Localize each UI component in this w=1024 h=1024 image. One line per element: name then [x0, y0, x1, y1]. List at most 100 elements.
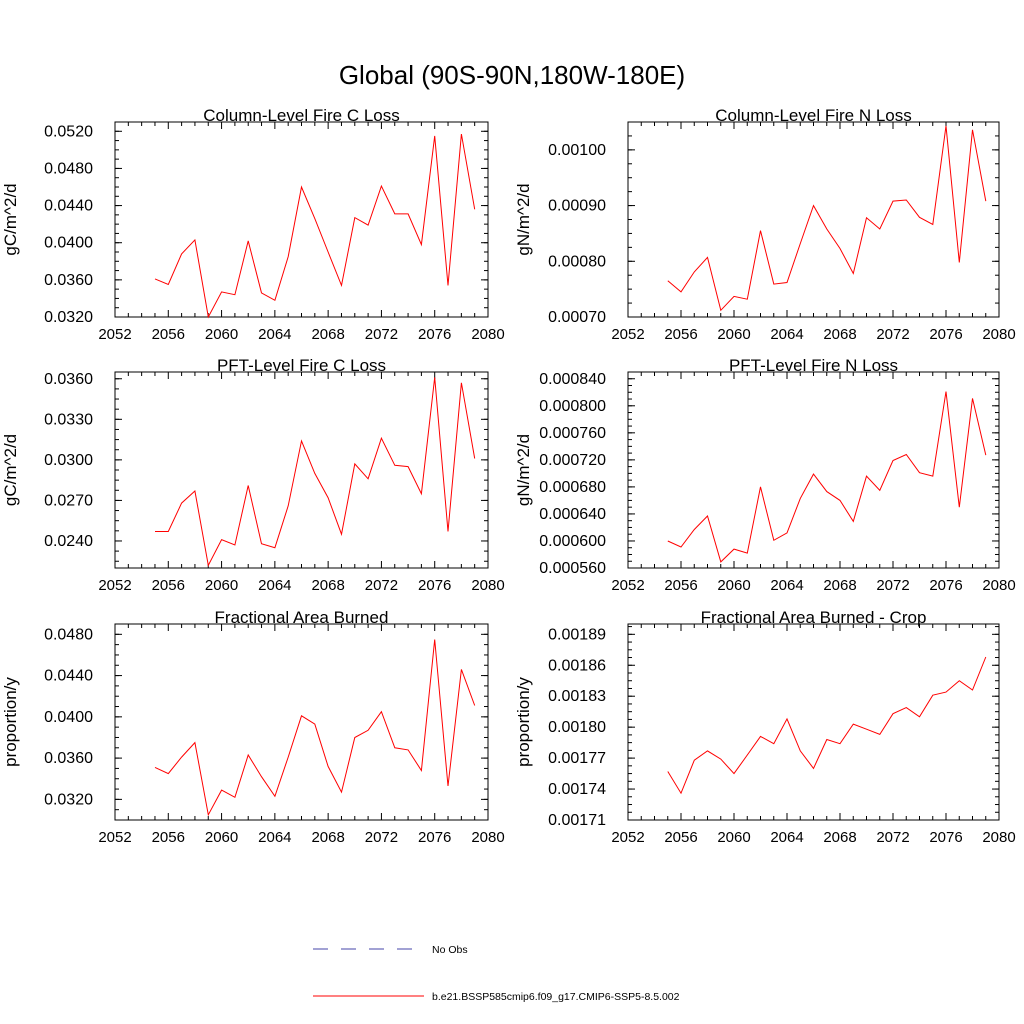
x-tick-label: 2056 [152, 326, 185, 343]
series-line [667, 391, 987, 563]
plot-frame [114, 623, 489, 821]
x-tick-label: 2064 [770, 829, 803, 846]
y-tick-label: 0.000600 [539, 533, 606, 550]
panel-2: Column-Level Fire N Loss gN/m^2/d 2052 2056… [514, 106, 1016, 343]
x-tick-label: 2068 [311, 577, 344, 594]
x-tick-label: 2060 [717, 577, 750, 594]
y-axis-label: proportion/y [514, 677, 533, 767]
y-tick-label: 0.00189 [548, 626, 606, 643]
x-tick-label: 2072 [876, 577, 909, 594]
series-line [667, 656, 987, 795]
y-tick-label: 0.0400 [44, 709, 93, 726]
plot-frame [627, 371, 1000, 569]
y-tick-label: 0.0270 [44, 492, 93, 509]
y-tick-label: 0.0300 [44, 452, 93, 469]
x-tick-label: 2052 [98, 577, 131, 594]
panel-4: PFT-Level Fire N Loss gN/m^2/d 2052 2056 206… [514, 356, 1016, 594]
x-tick-label: 2056 [664, 326, 697, 343]
x-tick-label: 2056 [664, 829, 697, 846]
y-tick-label: 0.0330 [44, 411, 93, 428]
panel-title: Column-Level Fire N Loss [715, 106, 912, 125]
x-tick-label: 2076 [418, 829, 451, 846]
y-tick-label: 0.00171 [548, 812, 606, 829]
x-tick-label: 2052 [98, 829, 131, 846]
y-axis-label: proportion/y [1, 677, 20, 767]
x-tick-label: 2080 [982, 577, 1015, 594]
x-tick-label: 2076 [929, 326, 962, 343]
y-axis-label: gC/m^2/d [1, 434, 20, 506]
y-tick-label: 0.0360 [44, 750, 93, 767]
panel-1: Column-Level Fire C Loss gC/m^2/d 2052 2056… [1, 106, 505, 343]
x-tick-label: 2072 [365, 326, 398, 343]
y-tick-label: 0.000680 [539, 479, 606, 496]
x-tick-label: 2076 [418, 326, 451, 343]
y-axis-label: gC/m^2/d [1, 183, 20, 255]
x-tick-label: 2060 [205, 326, 238, 343]
y-tick-label: 0.00100 [548, 142, 606, 159]
x-tick-label: 2056 [152, 577, 185, 594]
y-tick-label: 0.0480 [44, 626, 93, 643]
plot-frame [114, 121, 489, 318]
panel-title: PFT-Level Fire N Loss [729, 356, 898, 375]
x-tick-label: 2052 [98, 326, 131, 343]
y-tick-label: 0.00180 [548, 719, 606, 736]
x-tick-label: 2080 [471, 326, 504, 343]
y-tick-label: 0.0400 [44, 235, 93, 252]
y-tick-label: 0.0440 [44, 668, 93, 685]
series-line [154, 134, 476, 319]
panel-title: Fractional Area Burned [215, 608, 389, 627]
x-tick-label: 2056 [152, 829, 185, 846]
panels-group: Column-Level Fire C Loss gC/m^2/d 2052 2056… [1, 106, 1016, 846]
y-tick-label: 0.0440 [44, 198, 93, 215]
y-tick-label: 0.0360 [44, 371, 93, 388]
y-tick-label: 0.000760 [539, 425, 606, 442]
x-tick-label: 2056 [664, 577, 697, 594]
panel-title: PFT-Level Fire C Loss [217, 356, 386, 375]
y-tick-label: 0.0240 [44, 533, 93, 550]
y-tick-label: 0.00183 [548, 688, 606, 705]
y-tick-label: 0.0520 [44, 123, 93, 140]
x-tick-label: 2080 [471, 577, 504, 594]
x-tick-label: 2080 [982, 829, 1015, 846]
x-tick-label: 2068 [311, 326, 344, 343]
panel-title: Column-Level Fire C Loss [203, 106, 400, 125]
y-tick-label: 0.0480 [44, 160, 93, 177]
x-tick-label: 2068 [311, 829, 344, 846]
y-tick-label: 0.000840 [539, 371, 606, 388]
x-tick-label: 2064 [258, 326, 291, 343]
x-tick-label: 2052 [611, 326, 644, 343]
x-tick-label: 2060 [717, 829, 750, 846]
x-tick-label: 2052 [611, 577, 644, 594]
series-line [155, 377, 476, 567]
x-tick-label: 2072 [365, 577, 398, 594]
x-tick-label: 2064 [258, 829, 291, 846]
y-tick-label: 0.000640 [539, 506, 606, 523]
y-tick-label: 0.0320 [44, 309, 93, 326]
y-tick-label: 0.0360 [44, 272, 93, 289]
x-tick-label: 2064 [770, 577, 803, 594]
plot-frame [627, 623, 1000, 821]
y-tick-label: 0.00174 [548, 781, 606, 798]
series-line [154, 639, 476, 817]
x-tick-label: 2076 [929, 577, 962, 594]
figure-title: Global (90S-90N,180W-180E) [339, 60, 685, 90]
y-tick-label: 0.00080 [548, 253, 606, 270]
panel-6: Fractional Area Burned - Crop proportion/… [514, 608, 1016, 846]
y-tick-label: 0.00186 [548, 657, 606, 674]
x-tick-label: 2060 [205, 577, 238, 594]
x-tick-label: 2072 [876, 326, 909, 343]
series-line [667, 125, 987, 312]
x-tick-label: 2060 [717, 326, 750, 343]
x-tick-label: 2064 [258, 577, 291, 594]
y-axis-label: gN/m^2/d [514, 434, 533, 506]
x-tick-label: 2068 [823, 577, 856, 594]
y-tick-label: 0.00090 [548, 198, 606, 215]
y-tick-label: 0.00070 [548, 309, 606, 326]
x-tick-label: 2064 [770, 326, 803, 343]
y-tick-label: 0.0320 [44, 791, 93, 808]
x-tick-label: 2068 [823, 829, 856, 846]
panel-title: Fractional Area Burned - Crop [701, 608, 927, 627]
legend-label-model: b.e21.BSSP585cmip6.f09_g17.CMIP6-SSP5-8.… [432, 991, 680, 1003]
x-tick-label: 2080 [471, 829, 504, 846]
